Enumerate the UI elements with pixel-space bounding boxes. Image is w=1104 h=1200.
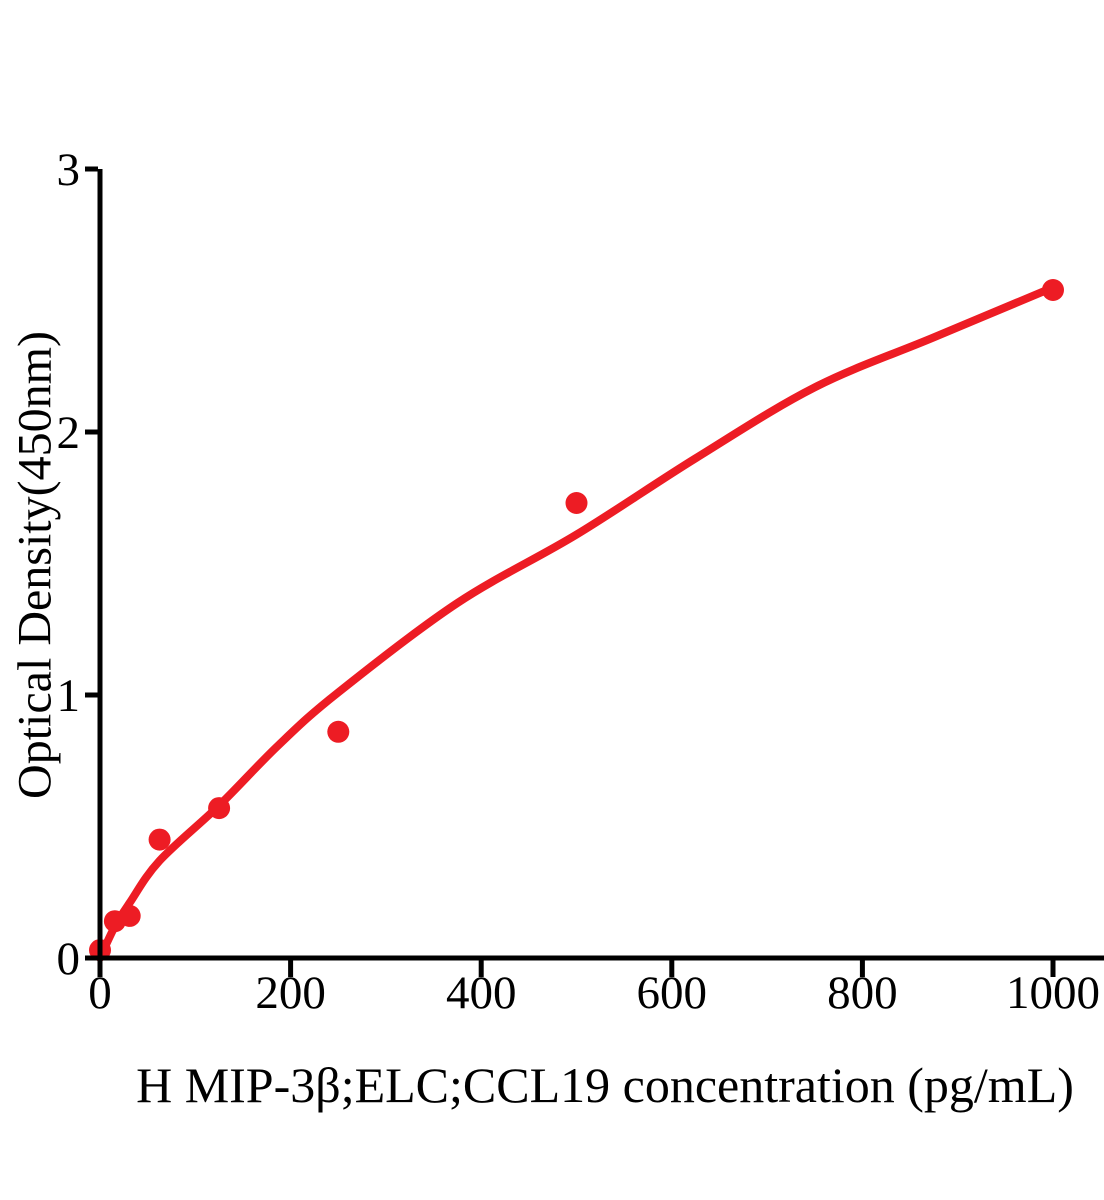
data-point-250 — [327, 720, 350, 743]
x-tick-label-1000: 1000 — [1006, 967, 1100, 1019]
y-tick-label-2: 2 — [57, 407, 81, 459]
y-tick-label-1: 1 — [57, 670, 81, 722]
fitted-curve-path — [96, 283, 1057, 962]
x-axis-title: H MIP-3β;ELC;CCL19 concentration (pg/mL) — [136, 1057, 1074, 1113]
data-point-500 — [565, 492, 588, 514]
y-axis-title: Optical Density(450nm) — [8, 331, 62, 799]
y-tick-label-0: 0 — [57, 933, 81, 985]
x-tick-label-0: 0 — [88, 967, 112, 1019]
data-point-1000 — [1042, 279, 1064, 301]
x-tick-label-400: 400 — [446, 967, 517, 1019]
data-point-125 — [208, 797, 231, 820]
y-tick-label-3: 3 — [57, 144, 81, 196]
x-tick-label-800: 800 — [827, 967, 898, 1019]
data-point-31.2 — [118, 904, 141, 927]
x-tick-label-600: 600 — [637, 967, 708, 1019]
x-tick-label-200: 200 — [255, 967, 326, 1019]
data-point-62.5 — [148, 828, 171, 851]
